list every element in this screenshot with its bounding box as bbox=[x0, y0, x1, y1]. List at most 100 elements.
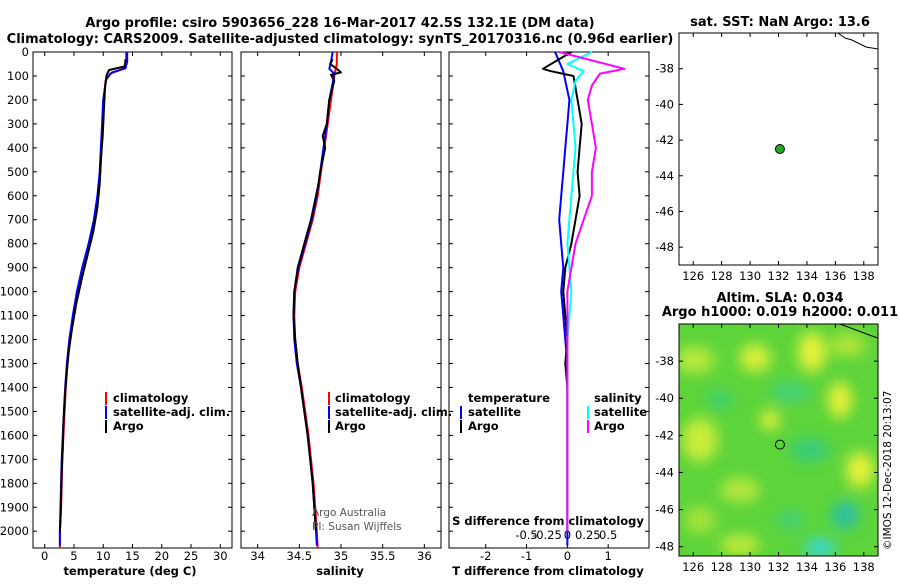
sla-map-panel: Altim. SLA: 0.034 Argo h1000: 0.019 h200… bbox=[655, 291, 898, 574]
s-diff-tick-label: 0.25 bbox=[575, 528, 601, 542]
lat-tick-label: -42 bbox=[655, 133, 674, 147]
depth-tick-label: 900 bbox=[7, 261, 29, 275]
s-diff-tick-label: 0.5 bbox=[599, 528, 617, 542]
argo-position-marker bbox=[774, 439, 785, 450]
credit-text: ©IMOS 12-Dec-2018 20:13:07 bbox=[882, 391, 894, 550]
legend-s-satellite-label: satellite bbox=[594, 405, 647, 419]
x-tick-label: -1 bbox=[521, 549, 532, 563]
depth-tick-label: 800 bbox=[7, 237, 29, 251]
lon-tick-label: 126 bbox=[682, 560, 704, 574]
lat-tick-label: -46 bbox=[655, 204, 674, 218]
lon-tick-label: 132 bbox=[768, 269, 790, 283]
sla-title-line-1: Altim. SLA: 0.034 bbox=[717, 291, 844, 306]
x-tick-label: 0 bbox=[564, 549, 571, 563]
lat-tick-label: -48 bbox=[655, 540, 674, 554]
legend-climatology-label: climatology bbox=[113, 391, 189, 405]
x-tick-label: -2 bbox=[480, 549, 491, 563]
salinity-series bbox=[292, 51, 342, 549]
t-difference-xlabel: T difference from climatology bbox=[452, 564, 644, 578]
s-difference-label: S difference from climatology bbox=[452, 514, 644, 528]
legend-climatology-label: climatology bbox=[335, 391, 411, 405]
depth-tick-label: 1600 bbox=[0, 428, 29, 442]
lon-tick-label: 132 bbox=[768, 560, 790, 574]
argo-position-marker bbox=[774, 144, 785, 154]
lat-tick-label: -40 bbox=[655, 97, 674, 111]
lon-tick-label: 130 bbox=[739, 269, 761, 283]
x-tick-label: 36 bbox=[417, 549, 432, 563]
temperature-legend: climatology satellite-adj. clim. Argo bbox=[105, 391, 230, 433]
s-diff-tick-label: -0.5 bbox=[515, 528, 537, 542]
x-tick-label: 35.5 bbox=[370, 549, 396, 563]
depth-tick-label: 1000 bbox=[0, 285, 29, 299]
depth-ticks: 0 100 200 300 400 500 600 700 800 900 1000 1100 1200… bbox=[0, 45, 232, 538]
depth-tick-label: 1100 bbox=[0, 309, 29, 323]
salinity-legend: climatology satellite-adj. clim. Argo bbox=[328, 391, 452, 433]
salinity-xlabel: salinity bbox=[316, 564, 364, 578]
depth-tick-label: 2000 bbox=[0, 524, 29, 538]
difference-panel: -2 -1 0 1 -0.5-0.25 0 0.250.5 S difference fr… bbox=[448, 51, 650, 578]
lon-tick-label: 134 bbox=[796, 560, 818, 574]
lon-tick-label: 138 bbox=[853, 269, 875, 283]
difference-axes-frame bbox=[448, 51, 650, 549]
salinity-depth-ticks bbox=[241, 51, 441, 532]
lat-tick-label: -40 bbox=[655, 391, 674, 405]
x-tick-label: 34.5 bbox=[287, 549, 313, 563]
sst-map-ticks: 126 128 130 132 134 136 138 -38 -40 -42 -44 -46 -48 bbox=[655, 33, 878, 283]
depth-tick-label: 500 bbox=[7, 165, 29, 179]
lon-tick-label: 128 bbox=[711, 560, 733, 574]
lon-tick-label: 134 bbox=[796, 269, 818, 283]
depth-tick-label: 700 bbox=[7, 213, 29, 227]
difference-legend: temperature satellite Argo salinity sate… bbox=[460, 391, 647, 433]
title-line-2: Climatology: CARS2009. Satellite-adjuste… bbox=[7, 32, 674, 47]
x-tick-label: 5 bbox=[70, 549, 77, 563]
legend-s-argo-label: Argo bbox=[594, 419, 625, 433]
lat-tick-label: -44 bbox=[655, 169, 674, 183]
legend-satellite-label: satellite-adj. clim. bbox=[113, 405, 230, 419]
annotation-line-1: Argo Australia bbox=[312, 507, 386, 519]
series-line-t-satellite bbox=[554, 51, 571, 546]
series-line-climatology bbox=[293, 52, 338, 549]
s-diff-tick-label: -0.25 bbox=[532, 528, 562, 542]
legend-argo-label: Argo bbox=[113, 419, 144, 433]
temperature-series bbox=[58, 52, 129, 548]
lat-tick-label: -38 bbox=[655, 62, 674, 76]
annotation-line-2: PI: Susan Wijffels bbox=[312, 521, 402, 533]
depth-tick-label: 1300 bbox=[0, 356, 29, 370]
salinity-diff-ticks: -0.5-0.25 0 0.250.5 bbox=[515, 528, 617, 542]
series-line-t-argo bbox=[541, 51, 583, 532]
difference-depth-ticks bbox=[449, 51, 649, 532]
legend-t-satellite-label: satellite bbox=[468, 405, 521, 419]
depth-tick-label: 300 bbox=[7, 117, 29, 131]
depth-tick-label: 1500 bbox=[0, 404, 29, 418]
lat-tick-label: -46 bbox=[655, 503, 674, 517]
series-line-climatology bbox=[58, 52, 128, 548]
x-tick-label: 25 bbox=[184, 549, 199, 563]
sla-field bbox=[679, 324, 878, 556]
coastline bbox=[837, 32, 879, 50]
depth-tick-label: 100 bbox=[7, 69, 29, 83]
temperature-xlabel: temperature (deg C) bbox=[63, 564, 196, 578]
depth-tick-label: 1400 bbox=[0, 380, 29, 394]
salinity-axes-frame bbox=[240, 51, 442, 549]
legend-t-argo-label: Argo bbox=[468, 419, 499, 433]
difference-series bbox=[541, 51, 626, 546]
x-tick-label: 0 bbox=[41, 549, 48, 563]
lon-tick-label: 138 bbox=[853, 560, 875, 574]
series-line-s-argo bbox=[558, 51, 626, 532]
legend-satellite-label: satellite-adj. clim. bbox=[335, 405, 452, 419]
x-tick-label: 30 bbox=[213, 549, 228, 563]
temperature-x-ticks: 0 5 10 15 20 25 30 bbox=[41, 52, 228, 563]
depth-tick-label: 1700 bbox=[0, 452, 29, 466]
salinity-x-ticks: 34 34.5 35 35.5 36 bbox=[250, 52, 432, 563]
sst-map-title: sat. SST: NaN Argo: 13.6 bbox=[690, 15, 870, 30]
legend-temperature-heading: temperature bbox=[468, 391, 550, 405]
depth-tick-label: 400 bbox=[7, 141, 29, 155]
salinity-panel: 34 34.5 35 35.5 36 salinity climatology sate… bbox=[240, 51, 452, 578]
depth-tick-label: 600 bbox=[7, 189, 29, 203]
depth-tick-label: 1200 bbox=[0, 333, 29, 347]
lat-tick-label: -44 bbox=[655, 465, 674, 479]
depth-tick-label: 1800 bbox=[0, 476, 29, 490]
x-tick-label: 34 bbox=[250, 549, 265, 563]
x-tick-label: 1 bbox=[605, 549, 612, 563]
series-line-argo bbox=[58, 59, 127, 532]
